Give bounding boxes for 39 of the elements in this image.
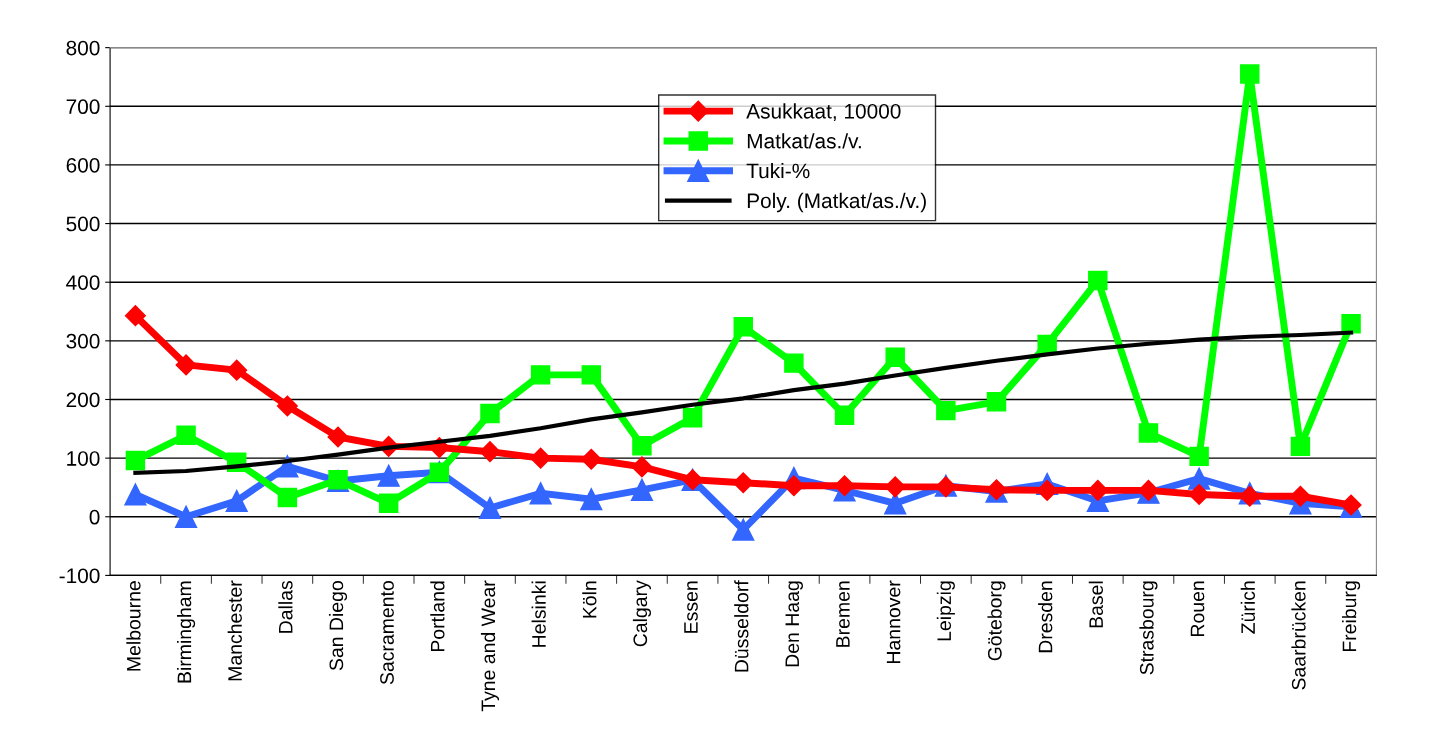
x-tick-label: Saarbrücken	[1291, 581, 1306, 690]
x-tick-label: Basel	[1088, 581, 1104, 628]
x-tick-label: Zürich	[1240, 581, 1255, 634]
y-tick-label: 300	[66, 333, 100, 349]
x-tick-label: Göteborg	[987, 581, 1006, 661]
x-tick-label: Melbourne	[126, 581, 141, 671]
x-tick-label: Portland	[430, 581, 445, 652]
legend-label: Poly. (Matkat/as./v.)	[747, 192, 926, 213]
x-tick-label: Strasbourg	[1139, 581, 1158, 675]
x-tick-label: Den Haag	[785, 581, 803, 667]
x-tick-label: Birmingham	[177, 581, 196, 683]
x-tick-label: Bremen	[836, 581, 850, 647]
x-tick-label: Dresden	[1038, 581, 1053, 653]
x-tick-label: Manchester	[227, 580, 242, 681]
x-tick-label: Tyne and Wear	[480, 580, 500, 712]
x-tick-label: Helsinki	[531, 581, 546, 647]
y-tick-label: 800	[66, 40, 100, 56]
x-tick-label: Freiburg	[1342, 581, 1361, 652]
x-tick-label: San Diego	[328, 581, 348, 671]
legend-label: Matkat/as./v.	[747, 133, 861, 149]
x-tick-label: Sacramento	[380, 581, 394, 685]
y-tick-label: 400	[66, 275, 100, 290]
legend-label: Tuki-%	[746, 163, 810, 179]
x-tick-label: Leipzig	[936, 581, 955, 641]
y-tick-label: 700	[66, 99, 100, 115]
x-tick-label: Dallas	[278, 580, 293, 633]
x-tick-label: Rouen	[1190, 581, 1205, 636]
x-tick-label: Köln	[582, 581, 597, 618]
x-tick-label: Essen	[684, 581, 698, 633]
y-tick-label: 100	[67, 451, 100, 466]
x-tick-label: Hannover	[886, 580, 901, 663]
y-tick-label: 200	[66, 392, 100, 408]
x-tick-label: Calgary	[632, 580, 651, 647]
y-tick-label: 600	[66, 157, 100, 173]
y-tick-label: -100	[59, 568, 100, 584]
y-tick-label: 0	[89, 509, 100, 525]
legend-label: Asukkaat, 10000	[746, 103, 901, 122]
x-tick-label: Düsseldorf	[734, 580, 749, 672]
y-tick-label: 500	[66, 216, 100, 232]
